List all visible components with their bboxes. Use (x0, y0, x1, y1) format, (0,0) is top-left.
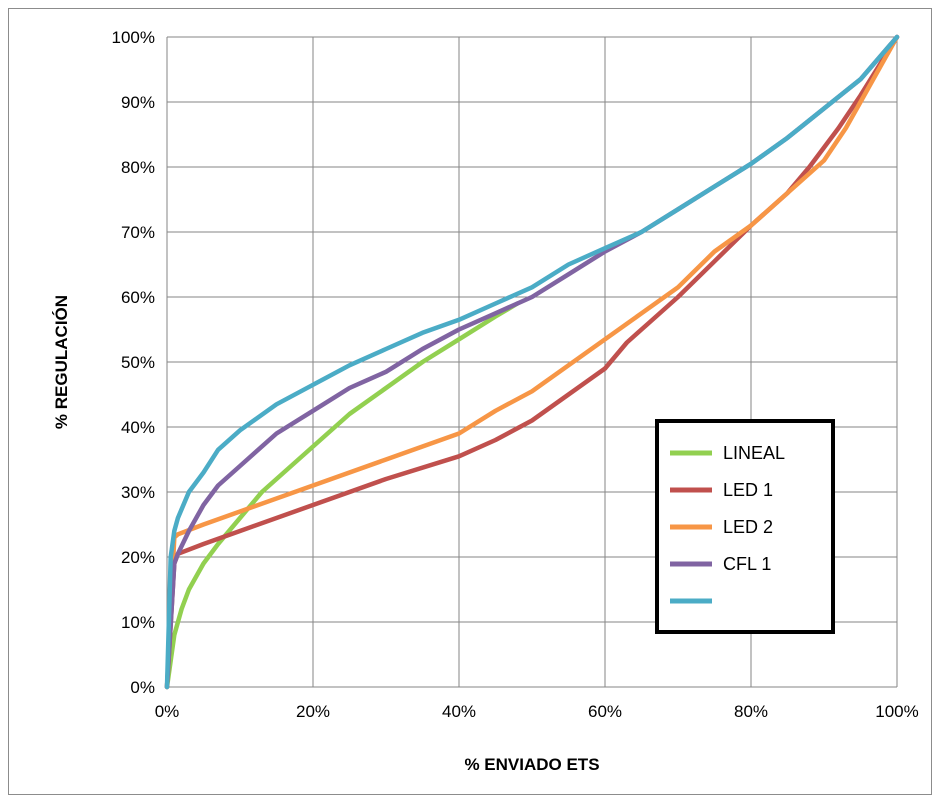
legend: LINEAL LED 1 LED 2 CFL 1 (655, 419, 835, 634)
x-tick-label: 0% (155, 702, 180, 721)
series-lines (164, 34, 900, 690)
series-line-5 (164, 34, 900, 690)
x-tick-label: 100% (875, 702, 918, 721)
series-line-1 (164, 301, 520, 690)
tick-labels: 0% 10% 20% 30% 40% 50% 60% 70% 80% 90% 100% 0% 20% 40… (112, 28, 919, 721)
legend-label: LINEAL (723, 443, 785, 463)
y-tick-label: 0% (130, 678, 155, 697)
y-tick-label: 70% (121, 223, 155, 242)
y-tick-label: 80% (121, 158, 155, 177)
y-tick-label: 100% (112, 28, 155, 47)
y-tick-label: 30% (121, 483, 155, 502)
y-tick-label: 10% (121, 613, 155, 632)
chart-frame (8, 8, 932, 795)
y-tick-label: 60% (121, 288, 155, 307)
y-tick-label: 40% (121, 418, 155, 437)
x-tick-label: 60% (588, 702, 622, 721)
x-tick-label: 80% (734, 702, 768, 721)
y-tick-label: 90% (121, 93, 155, 112)
y-axis-title: % REGULACIÓN (52, 295, 71, 429)
gridlines (166, 36, 898, 688)
y-tick-label: 50% (121, 353, 155, 372)
series-line-2 (164, 34, 900, 690)
legend-label: LED 2 (723, 517, 773, 537)
legend-box (655, 419, 835, 634)
x-tick-label: 40% (442, 702, 476, 721)
x-axis-title: % ENVIADO ETS (464, 755, 599, 774)
series-line-3 (164, 34, 900, 690)
y-tick-label: 20% (121, 548, 155, 567)
legend-label: CFL 1 (723, 554, 771, 574)
legend-items: LINEAL LED 1 LED 2 CFL 1 (670, 443, 785, 604)
legend-label: LED 1 (723, 480, 773, 500)
x-tick-label: 20% (296, 702, 330, 721)
